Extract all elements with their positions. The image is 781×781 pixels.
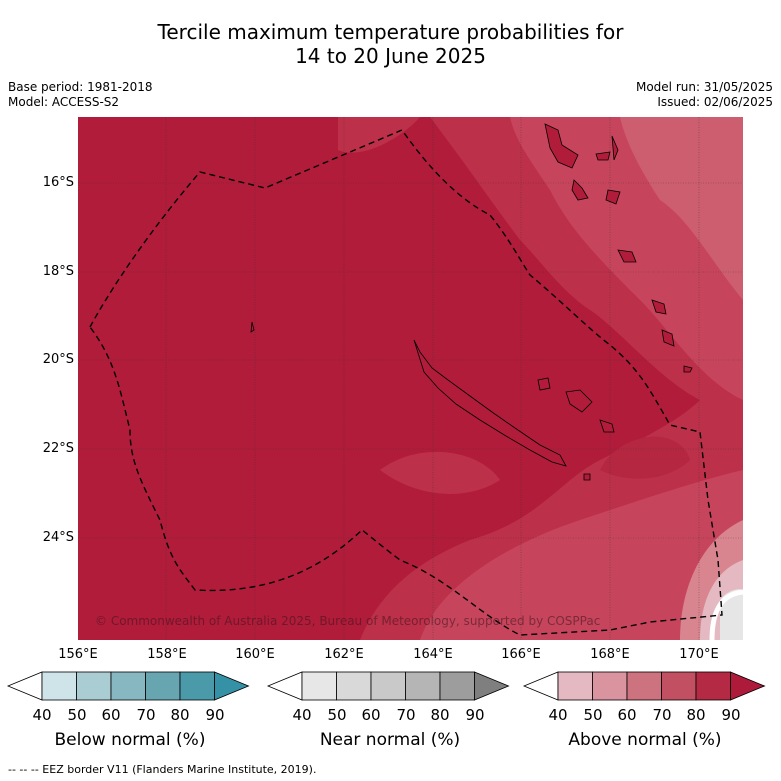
colorbar-2-segment-2 [336, 671, 372, 701]
vanuatu-island-1 [544, 123, 579, 169]
cb1-tick-60: 60 [101, 706, 121, 724]
lon-label-168e: 168°E [590, 647, 630, 662]
vanuatu-island-5 [611, 135, 619, 161]
colorbar-1-segment-4 [145, 671, 181, 701]
title-line-2: 14 to 20 June 2025 [295, 44, 486, 68]
above-80-patch [338, 117, 420, 153]
cb2-tick-50: 50 [327, 706, 347, 724]
loyalty-island-3 [599, 419, 615, 433]
colorbar-3-segment-4 [661, 671, 697, 701]
colorbar-1-segment-2 [76, 671, 112, 701]
cb2-tick-90: 90 [465, 706, 485, 724]
cb1-title: Below normal (%) [54, 730, 206, 750]
cb2-tick-40: 40 [292, 706, 312, 724]
colorbar-1-segment-5 [179, 671, 215, 701]
loyalty-island-2 [537, 377, 551, 391]
cb1-tick-90: 90 [205, 706, 225, 724]
colorbar-1-segment-3 [110, 671, 146, 701]
cb3-title: Above normal (%) [568, 730, 722, 750]
colorbar-1-low-extend [6, 671, 43, 701]
colorbar-2-segment-4 [405, 671, 441, 701]
loyalty-island-1 [565, 389, 593, 413]
islands [250, 123, 693, 481]
vanuatu-island-4 [605, 189, 621, 205]
cb1-tick-50: 50 [67, 706, 87, 724]
cb3-tick-80: 80 [686, 706, 706, 724]
colorbar-1-segment-1 [41, 671, 77, 701]
colorbar-3-segment-3 [626, 671, 662, 701]
colorbar-1-high-extend [214, 671, 250, 701]
lat-label-20s: 20°S [42, 352, 74, 367]
new-caledonia-island [413, 339, 567, 467]
lon-label-166e: 166°E [501, 647, 541, 662]
base-period: Base period: 1981-2018 [8, 80, 153, 94]
lon-label-170e: 170°E [679, 647, 719, 662]
above-60-region [620, 117, 743, 300]
meta-left: Base period: 1981-2018 Model: ACCESS-S2 [8, 80, 153, 110]
chesterfield-island [250, 321, 255, 333]
meta-right: Model run: 31/05/2025 Issued: 02/06/2025 [636, 80, 773, 110]
eez-footer-note: -- -- -- EEZ border V11 (Flanders Marine… [8, 763, 317, 776]
model-run: Model run: 31/05/2025 [635, 80, 773, 94]
cb3-tick-90: 90 [721, 706, 741, 724]
small-island-1 [683, 365, 693, 373]
colorbar-3-segment-5 [695, 671, 731, 701]
colorbar-2-segment-3 [370, 671, 406, 701]
cb3-tick-60: 60 [617, 706, 637, 724]
title-line-1: Tercile maximum temperature probabilitie… [157, 20, 624, 44]
cb1-tick-70: 70 [136, 706, 156, 724]
model-name: Model: ACCESS-S2 [8, 95, 120, 109]
colorbar-3-high-extend [730, 671, 766, 701]
map-title: Tercile maximum temperature probabilitie… [0, 20, 781, 68]
cb2-tick-80: 80 [430, 706, 450, 724]
colorbar-3-segment-1 [557, 671, 593, 701]
lon-label-164e: 164°E [413, 647, 453, 662]
copyright-notice: © Commonwealth of Australia 2025, Bureau… [95, 614, 601, 628]
above-80-patch-2 [380, 451, 500, 494]
probability-field [78, 117, 743, 640]
vanuatu-island-8 [661, 329, 675, 347]
lat-label-16s: 16°S [42, 175, 74, 190]
colorbar-2 [266, 671, 510, 701]
issued-date: Issued: 02/06/2025 [657, 95, 773, 109]
colorbar-1 [6, 671, 250, 701]
lat-label-18s: 18°S [42, 264, 74, 279]
cb3-tick-40: 40 [548, 706, 568, 724]
vanuatu-island-7 [651, 299, 667, 315]
colorbar-2-segment-5 [439, 671, 475, 701]
small-island-2 [583, 473, 591, 481]
graticule [78, 117, 743, 640]
cb2-tick-70: 70 [396, 706, 416, 724]
vanuatu-island-6 [617, 249, 637, 263]
colorbar-3-segment-2 [592, 671, 628, 701]
cb1-tick-40: 40 [32, 706, 52, 724]
lon-label-162e: 162°E [324, 647, 364, 662]
lon-label-158e: 158°E [147, 647, 187, 662]
white-contour [709, 589, 743, 640]
lat-label-24s: 24°S [42, 530, 74, 545]
lon-label-160e: 160°E [235, 647, 275, 662]
colorbar-3-low-extend [522, 671, 559, 701]
colorbar-2-high-extend [474, 671, 510, 701]
lat-label-22s: 22°S [42, 441, 74, 456]
lon-label-156e: 156°E [58, 647, 98, 662]
colorbar-3 [522, 671, 766, 701]
colorbars [6, 671, 766, 701]
above-90-pocket [600, 436, 690, 479]
vanuatu-island-2 [571, 179, 589, 201]
cb3-tick-50: 50 [583, 706, 603, 724]
colorbar-2-segment-1 [301, 671, 337, 701]
cb1-tick-80: 80 [170, 706, 190, 724]
cb2-tick-60: 60 [361, 706, 381, 724]
colorbar-2-low-extend [266, 671, 303, 701]
above-70-south [420, 470, 743, 640]
vanuatu-island-3 [595, 151, 611, 161]
cb2-title: Near normal (%) [319, 730, 461, 750]
cb3-tick-70: 70 [652, 706, 672, 724]
